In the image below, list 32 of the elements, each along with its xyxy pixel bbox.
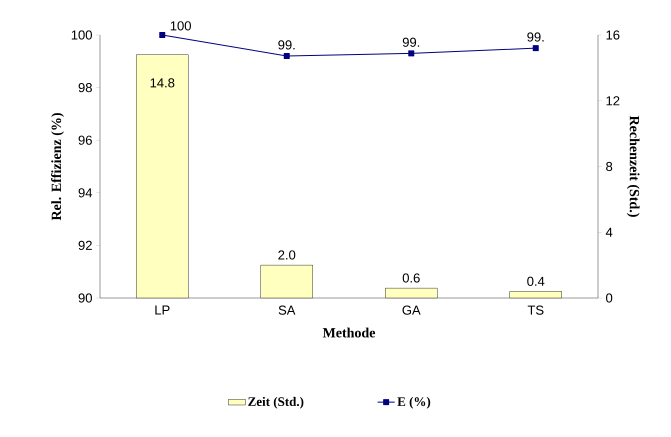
x-tick-label: GA (402, 306, 421, 315)
y2-axis-title: Rechenzeit (Std.) (626, 116, 640, 217)
legend-label: Zeit (Std.) (248, 396, 304, 409)
y2-tick-label: 4 (606, 228, 612, 237)
y2-tick-label: 16 (606, 30, 620, 40)
data-label: 99. (278, 40, 295, 50)
y2-tick-label: 8 (606, 162, 612, 172)
y-tick-label: 94 (78, 188, 92, 198)
y-tick-label: 92 (78, 240, 92, 250)
x-tick-label: LP (155, 306, 170, 314)
data-label: 99. (402, 38, 420, 47)
data-label: 14.8 (150, 78, 174, 88)
data-label: 0.4 (527, 276, 544, 286)
point (284, 53, 290, 60)
point (159, 32, 166, 38)
y-tick-label: 98 (78, 82, 92, 92)
x-axis-title: Methode (322, 328, 376, 338)
point (532, 45, 539, 52)
y2-tick-label: 12 (606, 96, 620, 106)
data-label: 0.6 (402, 273, 420, 283)
data-label: 100 (170, 21, 191, 30)
y-tick-label: 100 (72, 30, 92, 40)
data-label: 2.0 (278, 250, 296, 260)
y-axis-title: Rel. Effizienz (%) (51, 113, 64, 220)
data-label: 99. (527, 32, 544, 42)
y-tick-label: 96 (78, 136, 92, 145)
y-tick-label: 90 (78, 293, 92, 303)
point (408, 50, 414, 56)
x-tick-label: TS (528, 306, 544, 315)
y2-tick-label: 0 (606, 293, 612, 303)
x-tick-label: SA (278, 306, 296, 315)
legend-label: E (%) (397, 396, 430, 409)
